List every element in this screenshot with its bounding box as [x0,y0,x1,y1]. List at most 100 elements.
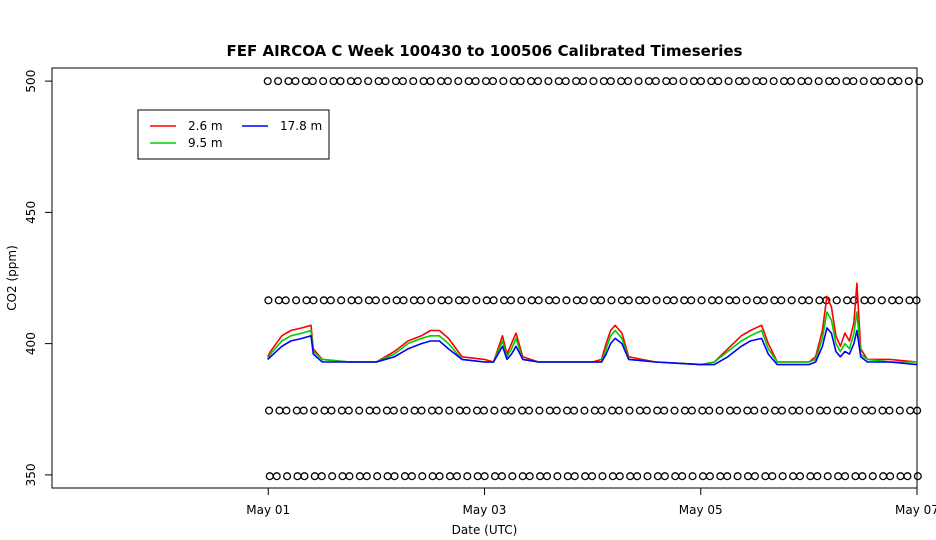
reference-point [390,472,399,481]
reference-point [499,296,509,305]
reference-point [608,406,617,415]
reference-point [625,406,634,415]
reference-point [589,77,598,86]
reference-point [506,296,516,305]
reference-point [680,406,689,415]
reference-point [274,296,283,305]
reference-point [724,77,733,86]
reference-point [482,296,491,305]
reference-point [302,296,311,305]
reference-point [291,77,300,86]
reference-point [293,472,302,481]
reference-point [292,296,301,305]
reference-point [750,406,759,415]
reference-point [795,406,804,415]
reference-point [409,77,418,86]
reference-point [732,406,741,415]
reference-point [590,296,599,305]
x-tick-label: May 05 [679,503,723,517]
reference-point [635,296,644,305]
reference-point [399,296,408,305]
legend-label: 17.8 m [280,119,322,133]
reference-point [362,472,371,481]
reference-point [309,296,318,305]
reference-point [355,472,364,481]
reference-point [382,296,391,305]
reference-point [344,406,353,415]
reference-point [509,77,518,86]
reference-point [635,406,644,415]
reference-point [867,296,876,305]
reference-point [885,406,894,415]
reference-point [877,77,886,86]
reference-point [579,77,588,86]
reference-point [542,472,552,481]
reference-point [903,472,912,481]
reference-point [455,406,464,415]
reference-point [842,77,851,86]
y-tick-label: 500 [24,70,38,93]
reference-point [525,472,534,481]
reference-point [545,406,554,415]
reference-point [750,472,760,481]
reference-point [714,77,723,86]
reference-point [662,77,671,86]
reference-point [554,77,563,86]
reference-point [651,77,660,86]
x-tick-label: May 03 [463,503,507,517]
reference-point [454,77,463,86]
reference-point [823,472,832,481]
reference-point [480,472,489,481]
reference-point [443,77,452,86]
reference-point [597,406,606,415]
reference-point [805,406,814,415]
reference-point [843,296,852,305]
reference-point [452,472,461,481]
reference-point [365,406,374,415]
reference-point [696,77,705,86]
reference-point [300,472,309,481]
reference-point [860,296,869,305]
reference-point [759,77,768,86]
x-tick-label: May 01 [246,503,290,517]
reference-point [833,406,842,415]
reference-point [398,77,407,86]
reference-point [705,472,714,481]
reference-point [572,77,581,86]
reference-point [849,77,858,86]
reference-point [371,296,380,305]
reference-point [723,472,732,481]
reference-point [434,406,443,415]
reference-point [382,406,391,415]
reference-point [815,296,824,305]
reference-point [392,296,401,305]
reference-point [769,77,778,86]
reference-point [797,296,807,305]
reference-point [462,406,471,415]
reference-point [858,472,867,481]
reference-point [265,472,274,481]
reference-point [391,77,400,86]
reference-point [282,406,291,415]
reference-point [444,296,453,305]
reference-point [705,406,714,415]
reference-point [752,77,761,86]
reference-point [272,472,281,481]
reference-point [743,406,752,415]
reference-point [642,296,651,305]
reference-point [383,472,392,481]
series-line-9-5-m-m [266,311,917,366]
reference-point [915,77,924,86]
reference-point [825,77,834,86]
reference-point [813,472,822,481]
reference-point [545,296,554,305]
reference-point [265,406,274,415]
reference-point [416,296,425,305]
reference-point [508,472,517,481]
reference-point [795,472,805,481]
reference-point [716,472,725,481]
reference-point [364,296,373,305]
reference-point [471,77,480,86]
reference-point [497,472,507,481]
reference-point [822,406,832,415]
